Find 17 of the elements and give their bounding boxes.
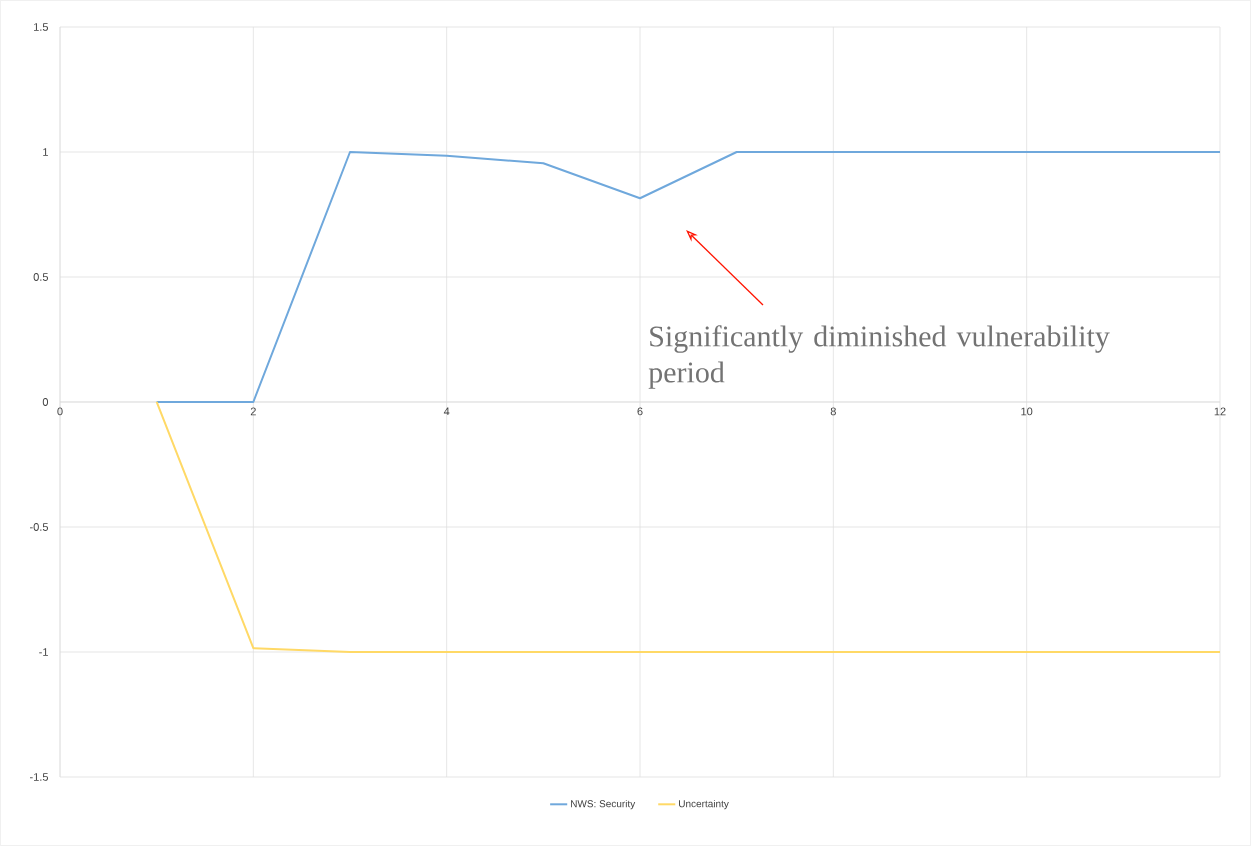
x-tick-label: 6 — [637, 407, 643, 416]
x-tick-label: 2 — [250, 407, 256, 416]
legend-label: NWS: Security — [571, 799, 636, 810]
x-tick-label: 0 — [57, 407, 63, 416]
y-tick-label: -0.5 — [30, 523, 48, 531]
y-tick-label: -1 — [39, 648, 48, 656]
y-tick-label: 0.5 — [33, 273, 48, 281]
x-tick-label: 4 — [443, 407, 450, 416]
annotation: Significantly diminished vulnerability period — [648, 325, 1110, 389]
y-tick-label: -1.5 — [30, 773, 48, 781]
y-tick-label: 0 — [42, 398, 49, 406]
x-tick-label: 12 — [1214, 407, 1226, 416]
x-tick-label: 10 — [1021, 407, 1033, 416]
x-tick-label: 8 — [830, 407, 836, 416]
legend-label: Uncertainty — [679, 799, 729, 810]
y-tick-label: 1 — [43, 148, 48, 156]
y-tick-label: 1.5 — [34, 23, 48, 31]
